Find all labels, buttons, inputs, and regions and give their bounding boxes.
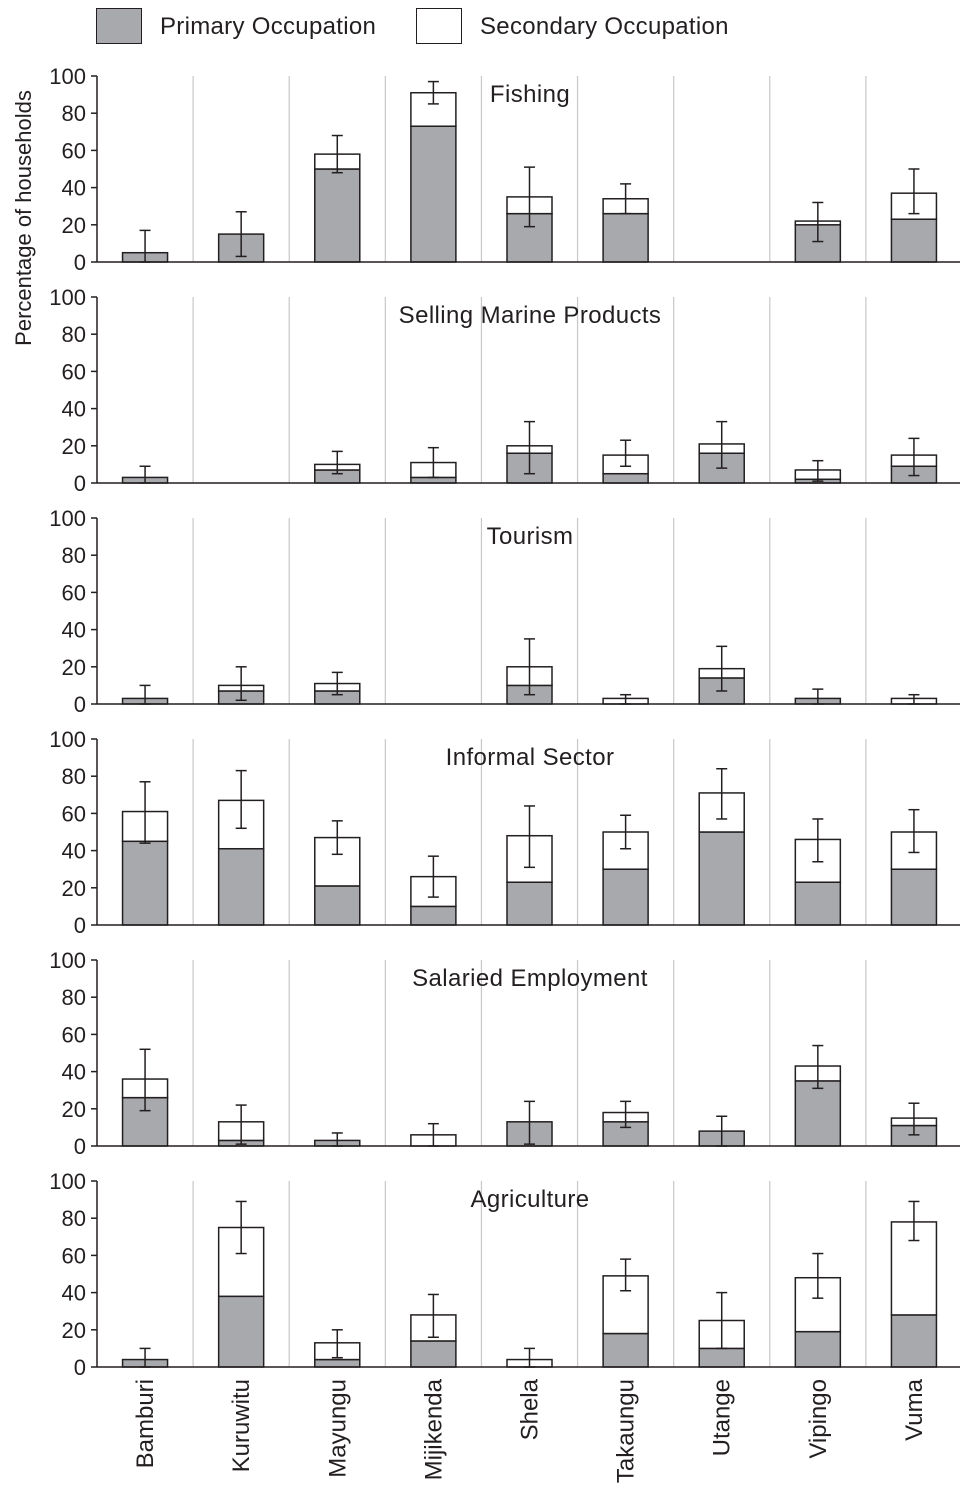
bar-primary	[698, 1347, 745, 1368]
y-tick-label: 60	[62, 1022, 86, 1047]
panel-title: Tourism	[487, 523, 574, 550]
bar-primary	[890, 218, 938, 263]
y-tick-label: 40	[62, 839, 86, 864]
bar-primary	[314, 168, 361, 263]
x-tick-label: Shela	[517, 1378, 544, 1440]
y-tick-label: 80	[62, 101, 86, 126]
bar-primary	[890, 1314, 938, 1368]
legend-label-secondary: Secondary Occupation	[480, 13, 729, 40]
x-tick-label: Takaungu	[613, 1379, 640, 1483]
legend: Primary Occupation Secondary Occupation	[96, 8, 796, 48]
bar-primary	[794, 1080, 842, 1147]
y-tick-label: 80	[62, 322, 86, 347]
y-tick-label: 100	[49, 506, 86, 531]
bar-primary	[314, 885, 361, 926]
panel-title: Fishing	[490, 81, 570, 108]
bar-primary	[890, 868, 938, 926]
y-tick-label: 0	[74, 1134, 86, 1159]
y-axis-label: Percentage of households	[11, 90, 36, 346]
x-tick-label: Vuma	[901, 1378, 928, 1440]
x-tick-label: Mayungu	[324, 1379, 351, 1478]
bar-primary	[602, 472, 649, 484]
y-tick-label: 40	[62, 397, 86, 422]
y-tick-label: 80	[62, 764, 86, 789]
y-tick-label: 100	[49, 64, 86, 89]
y-tick-label: 60	[62, 1243, 86, 1268]
bar-primary	[602, 868, 649, 926]
y-tick-label: 60	[62, 801, 86, 826]
y-tick-label: 80	[62, 985, 86, 1010]
x-tick-label: Bamburi	[132, 1379, 159, 1468]
panel-title: Informal Sector	[446, 744, 615, 771]
legend-swatch-primary	[96, 8, 142, 44]
bar-primary	[410, 1340, 457, 1368]
panel-title: Selling Marine Products	[399, 302, 662, 329]
y-tick-label: 60	[62, 580, 86, 605]
y-tick-label: 40	[62, 176, 86, 201]
y-tick-label: 0	[74, 692, 86, 717]
bar-primary	[698, 831, 745, 926]
y-tick-label: 60	[62, 359, 86, 384]
bar-primary	[314, 1358, 361, 1368]
y-tick-label: 40	[62, 1281, 86, 1306]
y-tick-label: 100	[49, 948, 86, 973]
bar-primary	[506, 881, 553, 926]
y-tick-label: 20	[62, 434, 86, 459]
y-tick-label: 80	[62, 1206, 86, 1231]
bar-primary	[121, 840, 169, 926]
y-tick-label: 20	[62, 1097, 86, 1122]
y-tick-label: 80	[62, 543, 86, 568]
legend-label-primary: Primary Occupation	[160, 13, 377, 40]
y-tick-label: 20	[62, 213, 86, 238]
bar-primary	[410, 476, 457, 484]
y-tick-label: 100	[49, 285, 86, 310]
y-tick-label: 20	[62, 655, 86, 680]
panel-title: Agriculture	[470, 1186, 589, 1213]
bar-primary	[602, 1332, 649, 1368]
y-tick-label: 40	[62, 618, 86, 643]
x-tick-label: Utange	[709, 1379, 736, 1456]
y-tick-label: 0	[74, 1355, 86, 1380]
y-tick-label: 20	[62, 1318, 86, 1343]
y-tick-label: 20	[62, 876, 86, 901]
panel-title: Salaried Employment	[412, 965, 648, 992]
bar-primary	[410, 125, 457, 263]
x-tick-label: Kuruwitu	[228, 1379, 255, 1472]
legend-swatch-secondary	[416, 8, 462, 44]
y-tick-label: 0	[74, 913, 86, 938]
y-tick-label: 0	[74, 471, 86, 496]
bar-primary	[794, 1330, 842, 1368]
y-tick-label: 60	[62, 138, 86, 163]
bar-primary	[217, 1295, 265, 1368]
bar-primary	[410, 905, 457, 926]
bar-primary	[217, 847, 265, 926]
y-tick-label: 100	[49, 1169, 86, 1194]
bar-primary	[602, 212, 649, 263]
bar-primary	[794, 881, 842, 926]
x-tick-label: Vipingo	[805, 1379, 832, 1459]
y-tick-label: 40	[62, 1060, 86, 1085]
y-tick-label: 0	[74, 250, 86, 275]
y-tick-label: 100	[49, 727, 86, 752]
x-tick-label: Mijikenda	[420, 1378, 447, 1480]
